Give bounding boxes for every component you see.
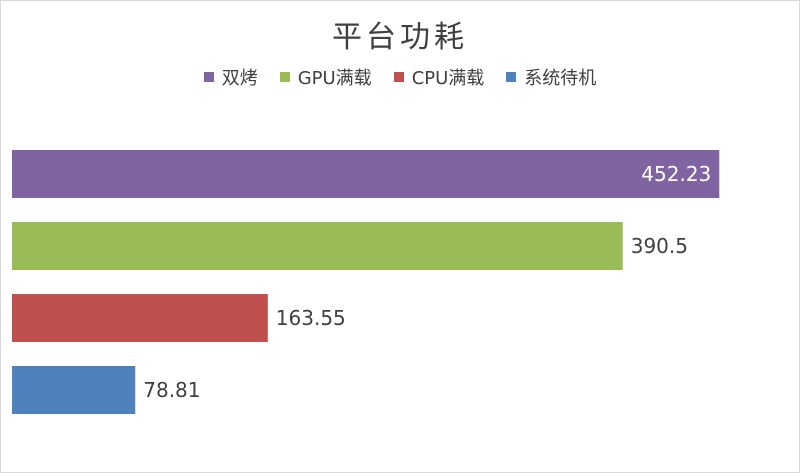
bar-value-label: 163.55 (276, 306, 346, 330)
legend-swatch (393, 72, 404, 82)
bar-3 (12, 366, 136, 414)
legend-item-idle: 系统待机 (506, 64, 596, 90)
chart-legend: 双烤 GPU满载 CPU满载 系统待机 (0, 64, 800, 90)
legend-label: GPU满载 (297, 68, 372, 89)
legend-swatch (506, 72, 517, 82)
legend-swatch (279, 72, 290, 82)
bar-value-label: 390.5 (631, 234, 688, 258)
legend-item-gpu-load: GPU满载 (279, 64, 372, 90)
legend-label: CPU满载 (411, 68, 485, 89)
bar-0 (12, 150, 720, 198)
legend-item-shuangkao: 双烤 (203, 64, 258, 90)
bar-value-label: 78.81 (143, 378, 200, 402)
bar-2 (12, 294, 268, 342)
chart-title: 平台功耗 (332, 20, 468, 55)
legend-label: 双烤 (221, 68, 258, 89)
legend-label: 系统待机 (524, 68, 597, 89)
legend-swatch (203, 72, 214, 82)
bar-value-label: 452.23 (641, 162, 711, 186)
legend-item-cpu-load: CPU满载 (393, 64, 485, 90)
bar-1 (12, 222, 623, 270)
